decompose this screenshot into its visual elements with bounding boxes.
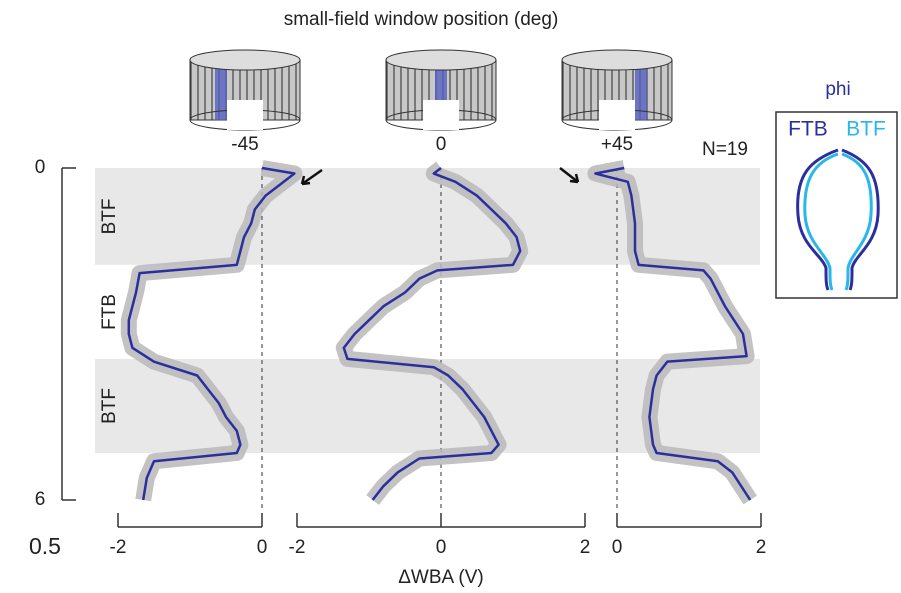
inset: phi <box>776 79 897 298</box>
inset-legend: BTF <box>846 118 886 141</box>
bands <box>95 168 760 453</box>
epoch-label: BTF <box>99 198 120 234</box>
inset-legend: FTB <box>788 118 828 141</box>
x-tick-label: 0 <box>436 537 447 558</box>
panel-label: 0 <box>436 134 447 155</box>
cylinder <box>190 50 300 130</box>
x-tick-label: 2 <box>580 537 591 558</box>
figure-title: small-field window position (deg) <box>284 9 559 30</box>
cylinder <box>386 50 496 130</box>
x-tick-label: 0 <box>257 537 268 558</box>
cylinder <box>562 50 672 130</box>
scale-label: 0.5 <box>29 533 61 559</box>
figure: small-field window position (deg) N=19 0… <box>0 0 901 593</box>
x-tick-label: -2 <box>110 537 127 558</box>
x-tick-label: 2 <box>756 537 767 558</box>
x-tick-label: 0 <box>612 537 623 558</box>
epoch-label: FTB <box>99 294 120 330</box>
x-tick-label: -2 <box>289 537 306 558</box>
x-axis-label: ΔWBA (V) <box>398 567 484 588</box>
y-tick-label: 6 <box>35 489 46 510</box>
n-label: N=19 <box>702 139 748 160</box>
panel-label: +45 <box>601 134 633 155</box>
inset-title: phi <box>825 79 850 100</box>
epoch-band <box>95 168 760 265</box>
epoch-label: BTF <box>99 388 120 424</box>
panel-label: -45 <box>231 134 258 155</box>
y-tick-label: 0 <box>35 157 46 178</box>
